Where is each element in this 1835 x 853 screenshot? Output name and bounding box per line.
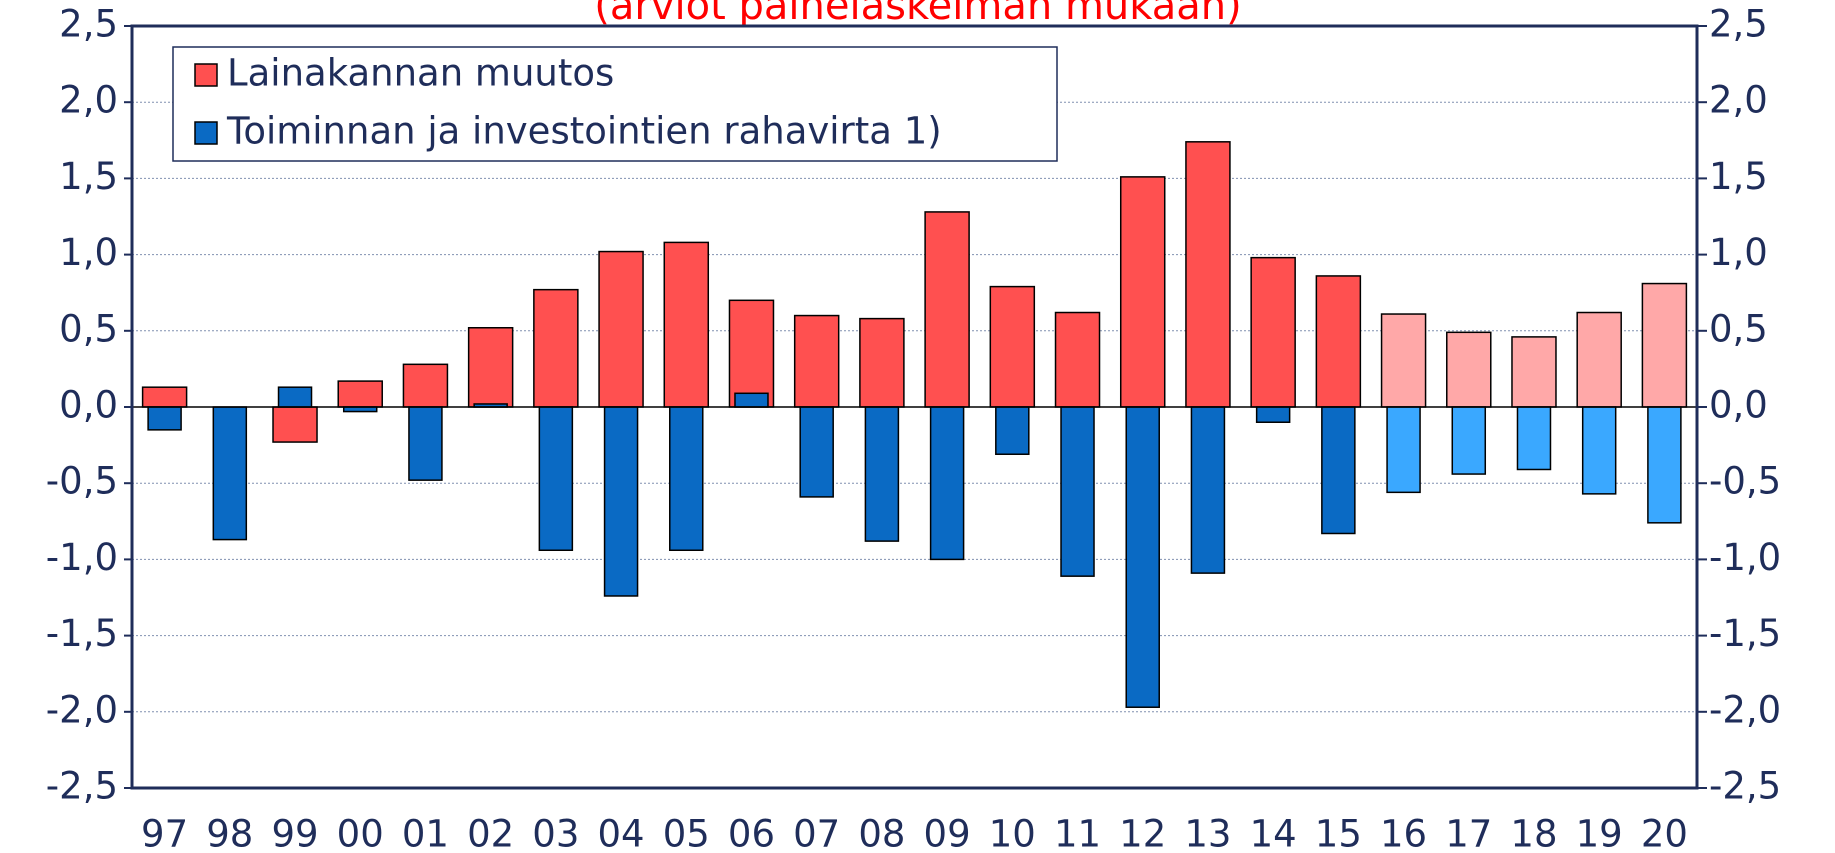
bar — [793, 314, 840, 408]
y-tick-label: 2,0 — [59, 79, 118, 122]
legend-box — [172, 46, 1058, 162]
bar — [859, 317, 905, 408]
bar — [669, 406, 704, 552]
y-tick-label: 0,5 — [59, 307, 118, 350]
bar — [1647, 406, 1682, 524]
bar — [598, 250, 644, 408]
legend-swatch — [194, 63, 218, 87]
plot-frame — [130, 24, 1699, 790]
x-tick-label: 01 — [402, 813, 449, 853]
y-tick-label: -0,5 — [46, 460, 118, 503]
x-tick-label: 02 — [467, 813, 514, 853]
x-tick-label: 07 — [793, 813, 840, 853]
y-tick-label: -2,0 — [46, 688, 118, 731]
bar — [1641, 282, 1688, 408]
bar — [1581, 406, 1617, 495]
y2-tick-label: 2,0 — [1709, 79, 1768, 122]
bar — [1315, 275, 1362, 408]
bar — [1125, 406, 1160, 708]
y2-tick-label: -0,5 — [1709, 460, 1781, 503]
chart-title: (arviot painelaskelman mukaan) — [594, 0, 1241, 29]
x-tick-label: 11 — [1054, 813, 1101, 853]
x-tick-label: 12 — [1119, 813, 1166, 853]
x-tick-label: 00 — [337, 813, 384, 853]
bar — [799, 406, 834, 498]
bar — [663, 241, 710, 408]
bar — [603, 406, 639, 597]
bar — [1054, 311, 1101, 408]
y-tick-label: -2,5 — [46, 765, 118, 808]
x-tick-label: 97 — [141, 813, 188, 853]
x-tick-label: 17 — [1445, 813, 1492, 853]
bar — [402, 363, 449, 408]
y-tick-label: 1,5 — [59, 155, 118, 198]
x-tick-label: 14 — [1250, 813, 1297, 853]
bar — [1511, 336, 1557, 408]
bar — [272, 406, 318, 443]
y2-tick-label: 1,5 — [1709, 155, 1768, 198]
bar — [538, 406, 574, 552]
x-tick-label: 10 — [989, 813, 1036, 853]
bar — [533, 288, 579, 408]
bar — [1386, 406, 1421, 494]
bar — [1446, 331, 1492, 408]
bar — [1190, 406, 1226, 574]
x-tick-label: 15 — [1315, 813, 1362, 853]
bar — [1250, 256, 1296, 408]
x-tick-label: 08 — [858, 813, 905, 853]
legend-label: Toiminnan ja investointien rahavirta 1) — [226, 110, 942, 153]
x-tick-label: 18 — [1510, 813, 1557, 853]
x-tick-label: 13 — [1184, 813, 1231, 853]
bar — [1119, 176, 1166, 408]
bar — [141, 386, 188, 408]
bar — [734, 392, 769, 408]
x-tick-label: 04 — [598, 813, 645, 853]
bar — [1576, 311, 1622, 408]
y2-tick-label: -1,0 — [1709, 536, 1781, 579]
y-tick-label: 1,0 — [59, 231, 118, 274]
bar — [467, 327, 514, 408]
bar — [1380, 313, 1427, 408]
y2-tick-label: 1,0 — [1709, 231, 1768, 274]
x-tick-label: 99 — [271, 813, 318, 853]
x-tick-label: 16 — [1380, 813, 1427, 853]
y2-tick-label: 0,5 — [1709, 307, 1768, 350]
bar — [929, 406, 965, 561]
legend-label: Lainakannan muutos — [227, 52, 614, 95]
bar — [995, 406, 1030, 455]
y2-tick-label: -2,0 — [1709, 688, 1781, 731]
bar — [1185, 141, 1231, 408]
bar — [1255, 406, 1291, 423]
legend-swatch — [194, 121, 218, 145]
x-tick-label: 20 — [1641, 813, 1688, 853]
bar — [1451, 406, 1487, 475]
y2-tick-label: -1,5 — [1709, 612, 1781, 655]
bar — [728, 299, 775, 408]
x-tick-label: 05 — [663, 813, 710, 853]
bar — [864, 406, 900, 542]
bar — [1516, 406, 1552, 471]
x-tick-label: 19 — [1576, 813, 1623, 853]
y-tick-label: -1,5 — [46, 612, 118, 655]
y2-tick-label: -2,5 — [1709, 765, 1781, 808]
y-tick-label: -1,0 — [46, 536, 118, 579]
y-tick-label: 2,5 — [59, 3, 118, 46]
y2-tick-label: 2,5 — [1709, 3, 1768, 46]
bar — [337, 380, 383, 408]
bar — [147, 406, 182, 431]
x-tick-label: 03 — [532, 813, 579, 853]
y-tick-label: 0,0 — [59, 384, 118, 427]
bar — [1060, 406, 1095, 577]
x-tick-label: 09 — [924, 813, 971, 853]
bar — [408, 406, 443, 481]
bar — [212, 406, 248, 541]
bar — [989, 285, 1036, 408]
x-tick-label: 06 — [728, 813, 775, 853]
bar — [277, 386, 313, 408]
y2-tick-label: 0,0 — [1709, 384, 1768, 427]
x-tick-label: 98 — [206, 813, 253, 853]
bar — [924, 211, 970, 408]
bar — [1321, 406, 1356, 535]
